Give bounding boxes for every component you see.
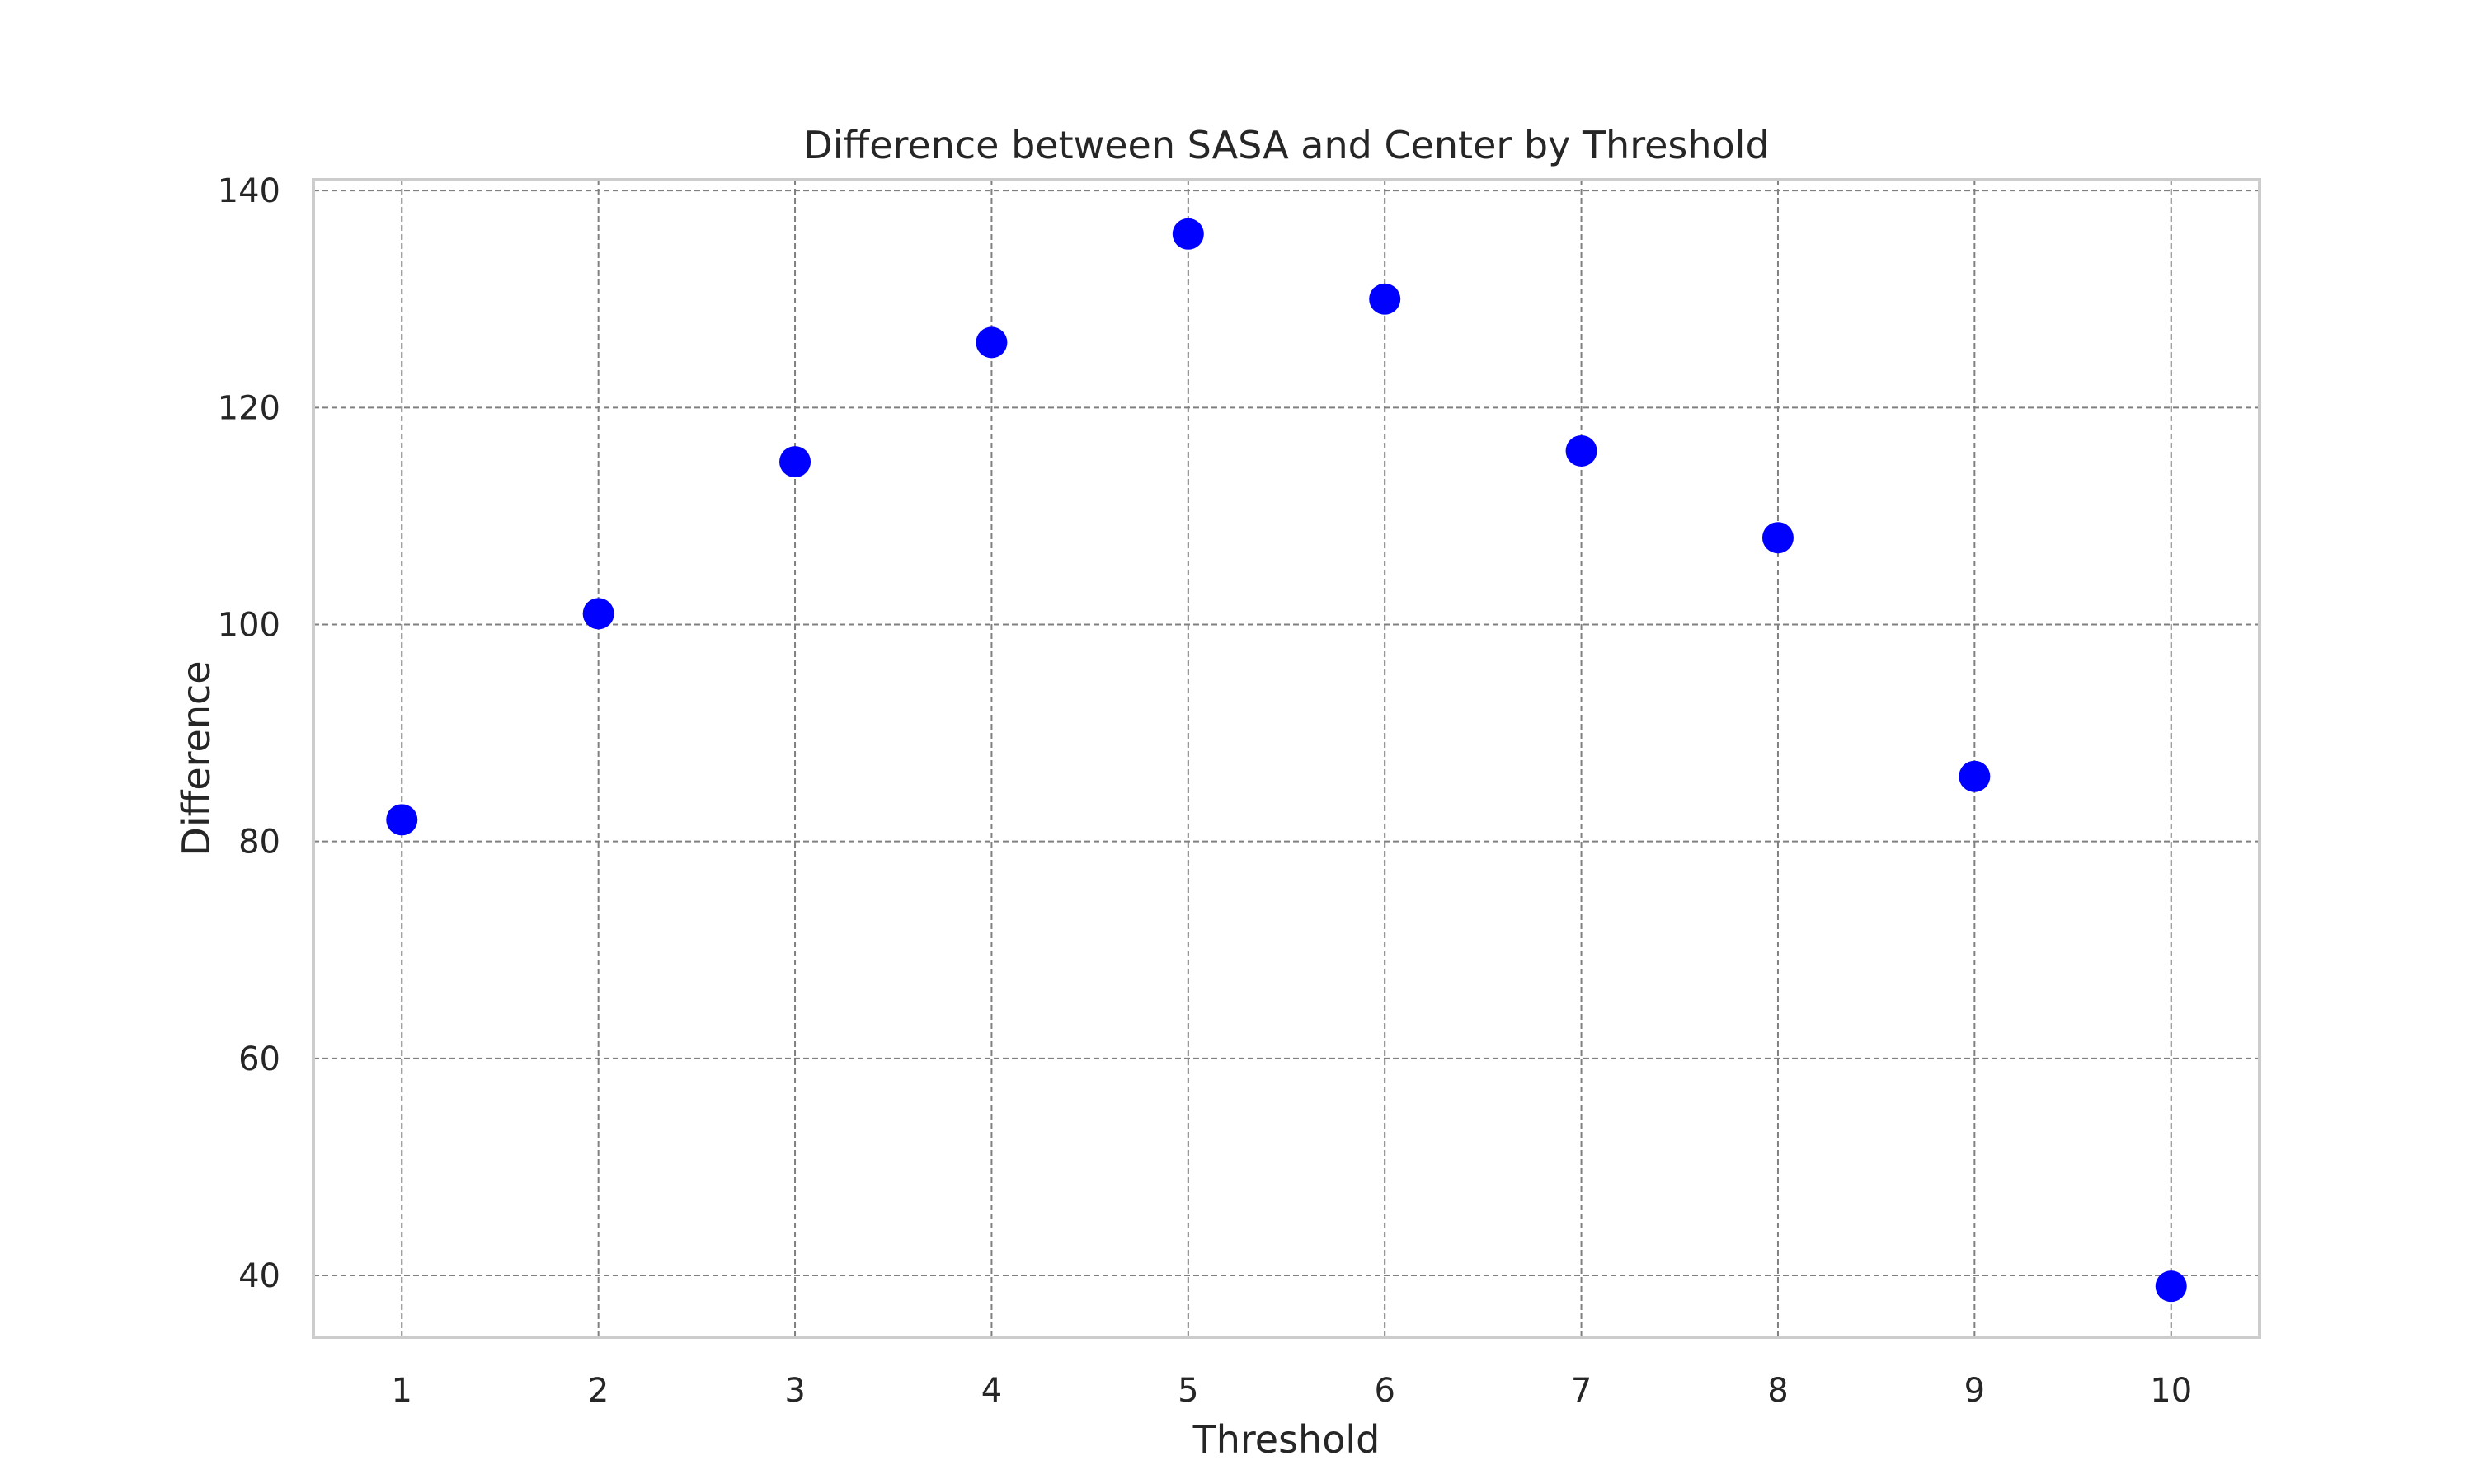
data-point: [582, 598, 614, 630]
data-point: [1565, 434, 1597, 467]
x-tick-label: 2: [588, 1372, 609, 1410]
x-tick-label: 8: [1767, 1372, 1788, 1410]
data-point: [976, 326, 1008, 359]
y-tick-label: 80: [238, 824, 280, 862]
y-tick-label: 120: [218, 389, 280, 427]
x-tick-label: 3: [784, 1372, 805, 1410]
grid-lines: [313, 180, 2260, 1337]
plot-frame: [312, 178, 2261, 1339]
y-axis-ticks: 40 60 80 100 120 140: [218, 172, 280, 1295]
data-point: [1172, 218, 1204, 250]
data-point: [1959, 760, 1991, 792]
data-point: [1369, 283, 1401, 315]
x-axis-label: Threshold: [1192, 1417, 1380, 1462]
chart-title: Difference between SASA and Center by Th…: [803, 123, 1769, 167]
y-tick-label: 140: [218, 172, 280, 210]
data-point: [2155, 1270, 2187, 1303]
y-tick-label: 60: [238, 1040, 280, 1078]
x-tick-label: 5: [1178, 1372, 1198, 1410]
x-tick-label: 6: [1374, 1372, 1395, 1410]
y-axis-label: Difference: [174, 660, 219, 856]
data-point: [386, 804, 418, 836]
y-tick-label: 40: [238, 1257, 280, 1295]
data-point: [779, 446, 811, 478]
x-tick-label: 10: [2150, 1372, 2192, 1410]
x-axis-ticks: 1 2 3 4 5 6 7 8 9 10: [392, 1372, 2193, 1410]
x-tick-label: 4: [981, 1372, 1002, 1410]
x-tick-label: 1: [392, 1372, 412, 1410]
y-tick-label: 100: [218, 606, 280, 644]
x-tick-label: 7: [1571, 1372, 1592, 1410]
data-point: [1761, 522, 1794, 554]
x-tick-label: 9: [1964, 1372, 1985, 1410]
data-points: [386, 218, 2187, 1303]
